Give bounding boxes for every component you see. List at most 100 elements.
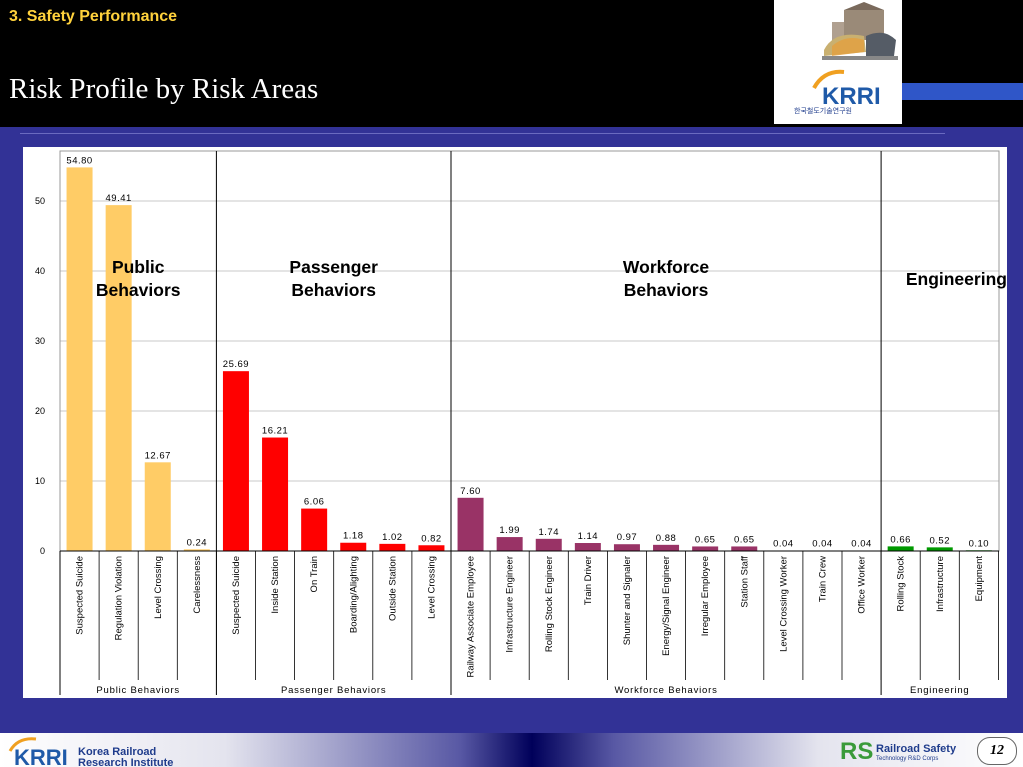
section-label: 3. Safety Performance [9,8,178,25]
category-label: Irregular Employee [700,556,711,636]
data-label: 0.10 [969,538,990,549]
group-annotation: Behaviors [291,280,376,300]
bar [887,546,914,551]
group-axis-label: Passenger Behaviors [281,685,387,696]
slide-title: Risk Profile by Risk Areas [9,73,319,105]
footer-org-name: Korea Railroad Research Institute [78,747,188,767]
data-label: 0.82 [421,533,442,544]
data-label: 25.69 [223,359,249,370]
data-label: 0.65 [734,534,755,545]
bar [301,508,328,551]
category-label: Boarding/Alighting [348,556,359,633]
y-tick-label: 0 [40,546,45,556]
data-label: 1.02 [382,532,403,543]
category-label: Energy/Signal Engineer [661,556,672,656]
data-label: 1.99 [499,525,520,536]
group-annotation: Behaviors [96,280,181,300]
plot-border [59,150,1000,552]
category-label: Infrastructure [935,556,946,612]
bar [926,547,953,551]
krri-footer-logo-icon: KRRI [8,737,68,767]
bar [183,549,210,551]
header-divider [20,133,945,134]
group-axis-label: Engineering [910,685,970,696]
footer-org-line1: Korea Railroad [78,747,157,758]
data-label: 54.80 [66,155,92,166]
krri-logo-panel: KRRI 한국철도기술연구원 [774,0,902,124]
krri-logo-text: 한국철도기술연구원 [794,108,852,115]
category-label: Railway Associate Employee [466,556,477,677]
bar [144,462,171,551]
bar [418,545,445,551]
category-label: On Train [309,556,320,592]
bar [731,546,758,551]
data-label: 7.60 [460,486,481,497]
data-label: 12.67 [145,450,171,461]
page-number: 12 [977,737,1017,765]
header-accent-band [902,83,1023,100]
bar [105,205,132,551]
category-label: Rolling Stock [896,556,907,612]
bar [340,542,367,551]
data-label: 0.65 [695,534,716,545]
bar [496,537,523,551]
category-label: Suspected Suicide [231,556,242,635]
category-label: Inside Station [270,556,281,614]
category-label: Suspected Suicide [75,556,86,635]
bar [222,371,249,551]
bar [613,544,640,551]
category-label: Rolling Stock Engineer [544,556,555,652]
y-tick-label: 20 [35,406,45,416]
category-label: Equipment [974,556,985,602]
category-label: Train Crew [817,556,828,602]
group-annotation: Workforce [623,257,709,277]
bar [262,437,289,551]
svg-text:KRRI: KRRI [14,745,68,767]
data-label: 6.06 [304,497,325,508]
svg-text:KRRI: KRRI [822,83,880,108]
bar [457,497,484,551]
data-label: 0.88 [656,533,677,544]
category-label: Shunter and Signaler [622,556,633,645]
category-label: Level Crossing Worker [778,556,789,652]
group-annotation: Passenger [289,257,378,277]
y-tick-label: 10 [35,476,45,486]
category-label: Train Driver [583,556,594,605]
footer-bar: KRRI Korea Railroad Research Institute R… [0,733,1023,767]
chart-panel: 0 10 20 30 40 50 54.80 Suspected Suicide 49.41 Re… [23,147,1007,698]
group-annotation: Behaviors [624,280,709,300]
data-label: 1.14 [578,531,599,542]
group-annotation: Public [112,257,165,277]
train-photo-icon [774,0,902,66]
category-label: Infrastructure Engineer [505,556,516,653]
group-axis-label: Workforce Behaviors [614,685,717,696]
y-tick-label: 40 [35,266,45,276]
category-label: Level Crossing [153,556,164,619]
bar [692,546,719,551]
svg-text:RS: RS [840,738,873,763]
bar [66,167,93,551]
bar [535,538,562,551]
railroad-safety-logo-icon: RS [840,738,873,763]
data-label: 0.97 [617,532,638,543]
category-label: Regulation Violation [114,556,125,640]
bar [574,543,601,551]
y-tick-label: 30 [35,336,45,346]
category-label: Outside Station [387,556,398,621]
category-label: Office Worker [857,556,868,614]
y-tick-label: 50 [35,196,45,206]
footer-org-line2: Research Institute [78,757,174,767]
group-axis-label: Public Behaviors [96,685,180,696]
data-label: 0.66 [890,534,911,545]
data-label: 0.04 [773,539,794,550]
data-label: 1.74 [539,527,560,538]
category-label: Station Staff [739,556,750,608]
risk-profile-chart: 0 10 20 30 40 50 54.80 Suspected Suicide 49.41 Re… [35,150,1007,696]
data-label: 1.18 [343,531,364,542]
data-label: 49.41 [106,193,132,204]
category-label: Level Crossing [426,556,437,619]
bar [379,543,406,551]
railroad-safety-subtitle: Technology R&D Corps [876,756,939,762]
data-label: 16.21 [262,426,288,437]
group-annotation: Engineering [906,269,1007,289]
